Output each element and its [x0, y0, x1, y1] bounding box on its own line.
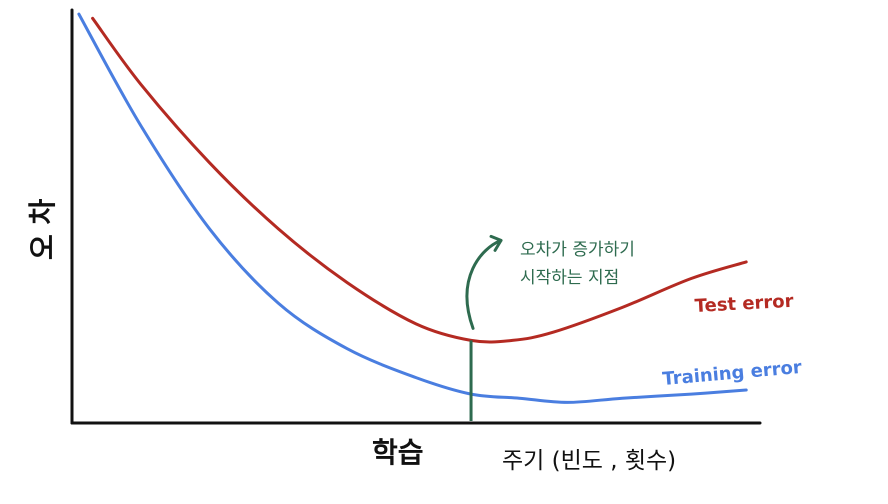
annotation-arrow: [465, 234, 503, 330]
annotation-text-line1: 오차가 증가하기: [520, 240, 635, 260]
y-axis-label: 오 차: [26, 198, 59, 260]
training-error-line: [77, 12, 748, 404]
x-axis-label-sub: 주기 (빈도 , 횟수): [502, 448, 676, 474]
annotation-text-line2: 시작하는 지점: [520, 268, 619, 288]
test-error-line: [91, 16, 748, 344]
x-axis-label-main: 학습: [372, 436, 424, 469]
training-error-label: Training error: [662, 357, 803, 390]
series-layer: [77, 12, 748, 404]
test-error-label: Test error: [694, 291, 794, 317]
